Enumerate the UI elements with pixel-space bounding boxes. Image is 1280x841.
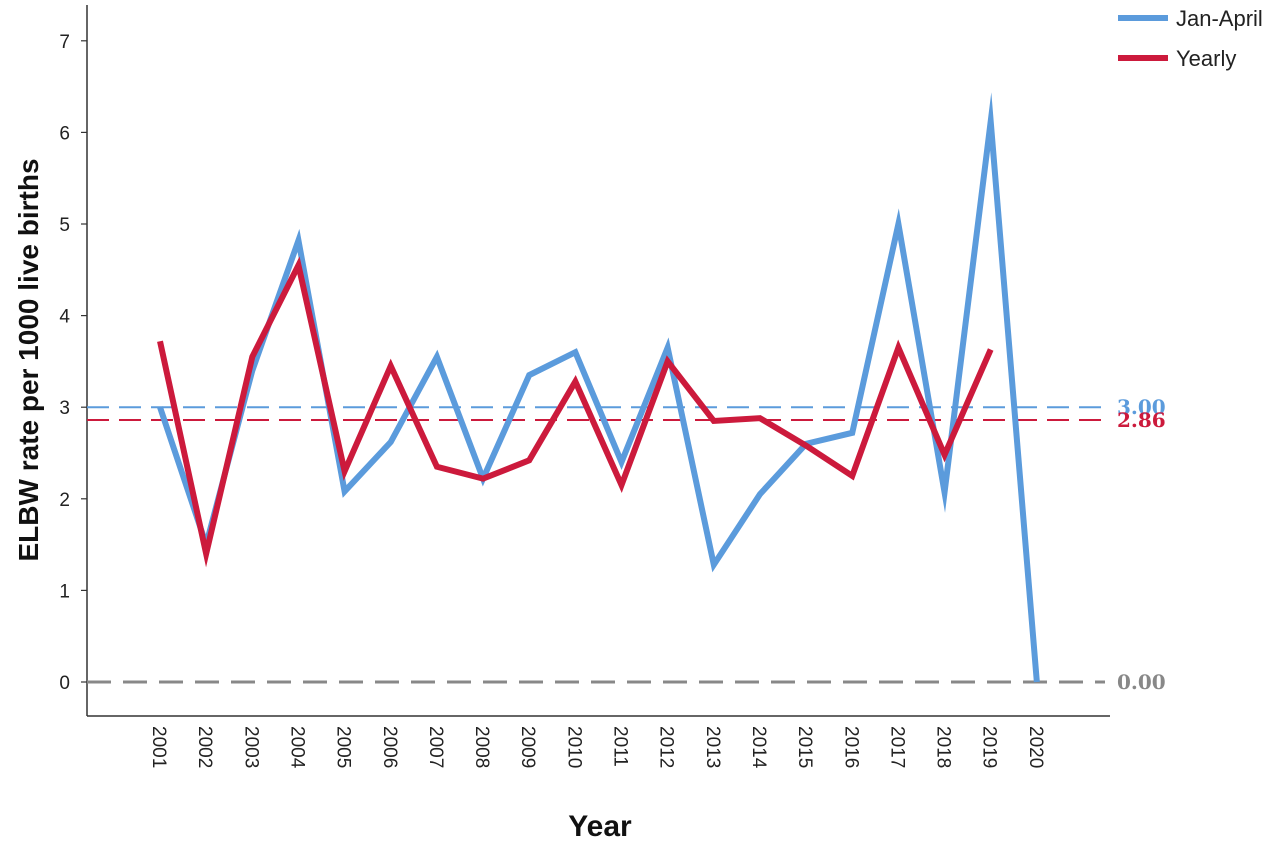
x-tick-label: 2001 bbox=[148, 726, 169, 768]
x-tick-label: 2005 bbox=[333, 726, 354, 768]
series-line-yearly bbox=[157, 256, 994, 568]
x-tick-label: 2020 bbox=[1025, 726, 1046, 768]
x-tick-label: 2008 bbox=[471, 726, 492, 768]
x-axis-title: Year bbox=[568, 810, 632, 841]
legend-label: Yearly bbox=[1176, 46, 1236, 71]
x-tick-label: 2006 bbox=[379, 726, 400, 768]
axes bbox=[86, 5, 1110, 717]
y-axis-title: ELBW rate per 1000 live births bbox=[13, 158, 44, 561]
y-tick-label: 0 bbox=[59, 673, 70, 694]
y-axis-ticks: 0 1 2 3 4 5 6 7 bbox=[59, 32, 87, 694]
y-tick-label: 7 bbox=[59, 32, 70, 53]
y-tick-label: 6 bbox=[59, 123, 70, 144]
x-tick-label: 2002 bbox=[194, 726, 215, 768]
y-tick-label: 2 bbox=[59, 490, 70, 511]
x-tick-label: 2011 bbox=[610, 726, 631, 767]
reference-lines bbox=[87, 406, 1108, 684]
x-tick-label: 2010 bbox=[563, 726, 584, 768]
x-tick-label: 2009 bbox=[517, 726, 538, 768]
x-tick-label: 2004 bbox=[286, 726, 307, 769]
x-tick-label: 2018 bbox=[933, 726, 954, 768]
series-lines bbox=[157, 92, 1040, 683]
reference-labels: 3.002.86 0.00 bbox=[1117, 395, 1166, 694]
y-tick-label: 3 bbox=[59, 398, 70, 419]
x-tick-label: 2016 bbox=[840, 726, 861, 768]
y-tick-label: 4 bbox=[59, 307, 70, 328]
x-tick-label: 2019 bbox=[979, 726, 1000, 768]
x-tick-label: 2007 bbox=[425, 726, 446, 768]
legend-label: Jan-April bbox=[1176, 6, 1263, 31]
reference-label: 3.00 bbox=[1117, 395, 1166, 419]
x-tick-label: 2015 bbox=[794, 726, 815, 768]
reference-label: 0.00 bbox=[1117, 670, 1166, 694]
legend: Jan-April Yearly bbox=[1118, 6, 1263, 71]
y-tick-label: 1 bbox=[59, 581, 70, 602]
y-tick-label: 5 bbox=[59, 215, 70, 236]
x-tick-label: 2017 bbox=[886, 726, 907, 768]
reference-label: 2.86 bbox=[1117, 408, 1166, 432]
x-tick-label: 2012 bbox=[656, 726, 677, 768]
series-line-jan-april bbox=[157, 92, 1040, 683]
x-tick-label: 2014 bbox=[748, 726, 769, 769]
x-tick-label: 2003 bbox=[240, 726, 261, 768]
x-tick-label: 2013 bbox=[702, 726, 723, 768]
x-axis-ticks: 2001 2002 2003 2004 2005 2006 2007 2008 2009 2010… bbox=[148, 726, 1046, 769]
